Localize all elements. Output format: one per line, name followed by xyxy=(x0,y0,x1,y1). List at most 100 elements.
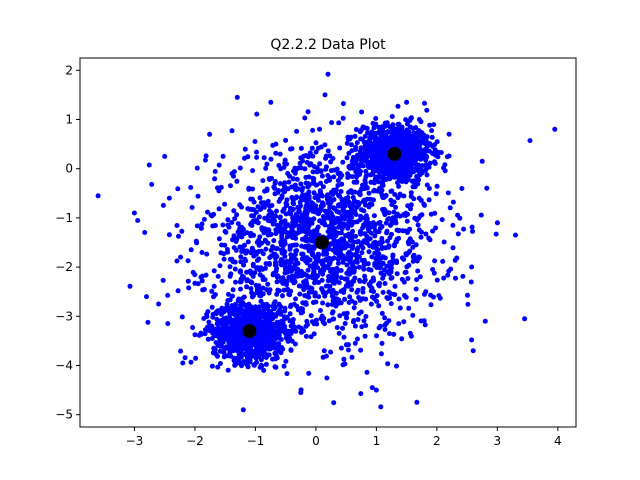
data-point xyxy=(312,276,318,282)
data-point xyxy=(361,155,367,160)
x-tick-label: −3 xyxy=(126,434,144,448)
data-point xyxy=(214,321,220,327)
data-point xyxy=(335,183,341,188)
data-point xyxy=(379,310,385,316)
data-point xyxy=(360,225,366,231)
data-point xyxy=(322,92,328,98)
data-point xyxy=(338,300,344,306)
data-point xyxy=(349,190,355,196)
data-point xyxy=(413,140,419,146)
data-point xyxy=(242,146,248,152)
data-point xyxy=(174,223,180,228)
data-point xyxy=(335,260,341,266)
data-point xyxy=(392,174,398,180)
data-point xyxy=(198,225,204,231)
x-tick-label: 0 xyxy=(312,434,320,448)
data-point xyxy=(291,265,297,271)
data-point xyxy=(324,251,330,257)
data-point xyxy=(428,302,434,308)
data-point xyxy=(334,325,340,330)
data-point xyxy=(413,296,419,302)
data-point xyxy=(374,293,380,299)
data-point xyxy=(268,99,274,105)
data-point xyxy=(217,361,223,366)
data-point xyxy=(422,100,427,106)
data-point xyxy=(239,344,245,350)
data-point xyxy=(286,291,292,297)
data-point xyxy=(271,306,277,312)
data-point xyxy=(231,208,237,214)
data-point xyxy=(272,191,278,197)
data-point xyxy=(272,218,277,224)
data-point xyxy=(261,335,266,341)
data-point xyxy=(220,320,226,326)
data-point xyxy=(246,186,252,192)
data-point xyxy=(193,355,199,361)
x-tick-label: −2 xyxy=(186,434,204,448)
data-point xyxy=(310,153,316,159)
data-point xyxy=(402,165,408,171)
data-point xyxy=(292,242,298,248)
data-point xyxy=(290,198,296,203)
data-point xyxy=(522,316,528,322)
data-point xyxy=(368,267,374,273)
data-point xyxy=(377,188,383,194)
data-point xyxy=(368,301,374,307)
data-point xyxy=(402,270,408,275)
data-point xyxy=(249,290,255,296)
data-point xyxy=(258,298,264,304)
data-point xyxy=(401,256,407,262)
centroid-markers xyxy=(242,146,402,339)
data-point xyxy=(220,339,226,345)
data-point xyxy=(270,356,275,362)
data-point xyxy=(326,288,332,294)
data-point xyxy=(303,205,309,211)
data-point xyxy=(310,127,316,133)
data-point xyxy=(385,217,391,222)
data-point xyxy=(410,258,416,264)
data-point xyxy=(254,149,259,155)
data-point xyxy=(376,251,382,257)
data-point xyxy=(348,215,354,221)
data-point xyxy=(248,250,254,256)
data-point xyxy=(348,238,354,243)
data-point xyxy=(432,210,438,216)
data-point xyxy=(179,228,185,234)
data-point xyxy=(389,275,395,281)
data-point xyxy=(380,182,386,188)
data-point xyxy=(349,246,355,251)
data-point xyxy=(293,296,299,302)
data-point xyxy=(263,165,269,171)
data-point xyxy=(296,283,302,289)
data-point xyxy=(347,201,352,207)
data-point xyxy=(344,310,350,316)
data-point xyxy=(282,249,288,255)
data-point xyxy=(215,353,220,359)
data-point xyxy=(427,160,433,166)
data-point xyxy=(366,249,372,255)
data-point xyxy=(254,346,260,352)
data-point xyxy=(344,140,350,146)
data-point xyxy=(387,235,393,241)
data-point xyxy=(194,165,200,171)
data-point xyxy=(360,124,366,130)
data-point xyxy=(242,256,248,262)
data-point xyxy=(240,273,245,279)
data-point xyxy=(238,286,243,292)
data-point xyxy=(318,259,324,265)
data-point xyxy=(256,354,262,360)
data-point xyxy=(389,202,395,208)
data-point xyxy=(371,213,377,219)
data-point xyxy=(298,181,304,187)
data-point xyxy=(312,320,318,326)
data-point xyxy=(351,318,357,323)
data-point xyxy=(282,308,288,314)
data-point xyxy=(331,400,337,406)
data-point xyxy=(238,254,244,260)
data-point xyxy=(387,331,392,337)
data-point xyxy=(401,279,407,285)
data-point xyxy=(329,225,335,231)
data-point xyxy=(303,180,309,186)
data-point xyxy=(354,239,360,245)
data-point xyxy=(327,203,333,208)
